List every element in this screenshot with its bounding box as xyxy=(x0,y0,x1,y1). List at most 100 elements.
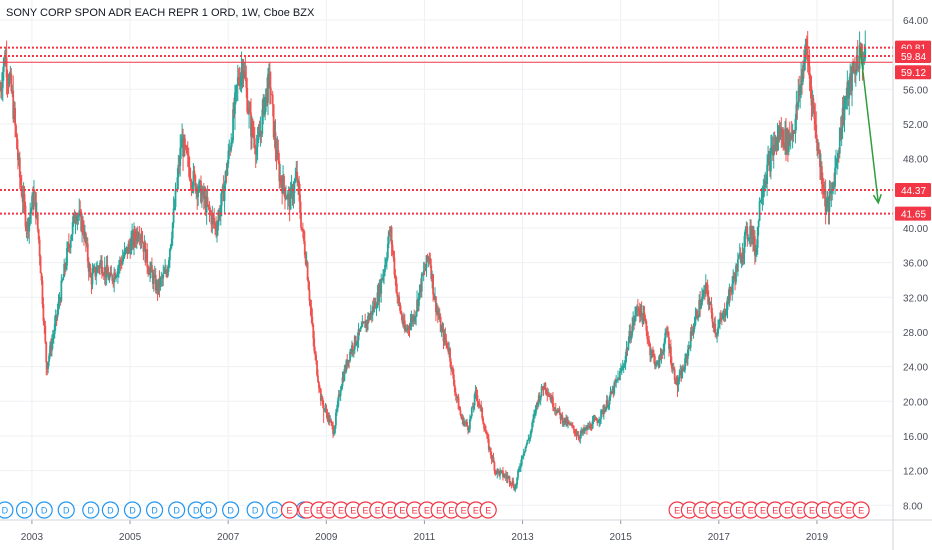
candle-body xyxy=(21,196,24,203)
earnings-marker[interactable]: E xyxy=(778,501,797,519)
candle-body xyxy=(221,185,224,192)
candle-body xyxy=(86,243,89,262)
candle-body xyxy=(813,106,816,119)
earnings-marker[interactable]: E xyxy=(381,501,399,519)
candle-body xyxy=(398,296,401,304)
candle-body xyxy=(232,109,234,141)
candle-body xyxy=(662,351,665,354)
candle-body xyxy=(171,222,174,239)
dividend-marker[interactable]: D xyxy=(0,501,14,519)
candle-body xyxy=(244,71,247,80)
candle-body xyxy=(732,276,735,285)
price-axis[interactable]: 8.00 12.00 16.00 20.00 24.00 28.00 32.00 36.00 4… xyxy=(892,0,928,550)
candle-body xyxy=(483,423,485,429)
candle-body xyxy=(0,89,2,91)
candle-body xyxy=(599,418,602,422)
candle-body xyxy=(488,447,491,450)
candle-body xyxy=(374,301,377,309)
candle-body xyxy=(208,205,211,212)
candle-body xyxy=(682,368,685,371)
earnings-marker[interactable]: E xyxy=(717,501,735,519)
candle-body xyxy=(254,148,257,155)
candle-body xyxy=(736,265,738,272)
earnings-marker[interactable]: E xyxy=(852,501,870,519)
candle-body xyxy=(552,407,555,410)
candle-body xyxy=(825,206,828,212)
earnings-marker[interactable]: E xyxy=(418,501,436,519)
candle-body xyxy=(285,197,288,200)
candle-body xyxy=(5,57,8,78)
earnings-marker[interactable]: E xyxy=(705,501,723,519)
dividend-marker[interactable]: D xyxy=(82,501,100,519)
dividend-marker[interactable]: D xyxy=(246,501,264,519)
earnings-marker-label: E xyxy=(387,506,393,516)
time-tick-label: 2003 xyxy=(21,532,44,543)
candle-body xyxy=(328,415,331,423)
candle-body xyxy=(636,308,639,310)
candle-body xyxy=(249,108,251,113)
candle-body xyxy=(386,243,389,258)
candle-body xyxy=(668,337,670,349)
candle-body xyxy=(2,58,5,72)
candle-body xyxy=(406,326,409,330)
candle-body xyxy=(48,355,50,362)
candle-body xyxy=(573,429,576,434)
dividend-marker[interactable]: D xyxy=(123,501,142,519)
candle-body xyxy=(411,317,414,322)
candle-body xyxy=(675,377,678,384)
candle-body xyxy=(815,124,818,139)
candle-body xyxy=(777,131,780,139)
price-tick-label: 56.00 xyxy=(903,85,928,96)
dividend-marker[interactable]: D xyxy=(199,501,218,519)
candle-body xyxy=(500,470,502,472)
candle-body xyxy=(846,81,849,97)
candle-body xyxy=(389,227,392,232)
candle-body xyxy=(619,371,621,380)
earnings-marker-label: E xyxy=(834,506,840,516)
candle-body xyxy=(502,470,504,477)
dividend-marker[interactable]: D xyxy=(266,501,284,519)
event-markers[interactable]: DDDDDDDDDDDDDDDDEEEEEEEEEEEEEEEEEEEEEEEE… xyxy=(0,501,870,519)
candle-body xyxy=(677,381,680,386)
level-price-label: 44.37 xyxy=(901,186,926,197)
dividend-marker[interactable]: D xyxy=(168,501,186,519)
dividend-marker[interactable]: D xyxy=(145,501,164,519)
candle-body xyxy=(782,129,785,145)
dividend-marker[interactable]: D xyxy=(35,501,53,519)
candle-body xyxy=(409,322,412,329)
candle-body xyxy=(555,411,558,414)
earnings-marker[interactable]: E xyxy=(791,501,809,519)
candle-body xyxy=(534,413,536,415)
candle-body xyxy=(855,55,858,73)
candle-body xyxy=(151,272,154,284)
candle-body xyxy=(541,386,544,390)
time-axis[interactable]: 2003 2005 2007 2009 2011 2013 2015 2017 2019 xyxy=(0,519,932,543)
dividend-marker-circle xyxy=(82,501,100,519)
dividend-marker[interactable]: D xyxy=(15,501,34,519)
candle-body xyxy=(322,404,325,410)
candle-body xyxy=(196,186,199,198)
candle-body xyxy=(848,81,851,99)
candle-body xyxy=(129,246,132,254)
candle-body xyxy=(770,145,773,148)
earnings-marker[interactable]: E xyxy=(280,501,299,519)
candle-body xyxy=(84,233,87,244)
earnings-marker[interactable]: E xyxy=(455,501,473,519)
candle-body xyxy=(349,351,351,361)
candle-body xyxy=(18,157,21,178)
earnings-marker[interactable]: E xyxy=(393,501,411,519)
earnings-marker[interactable]: E xyxy=(332,501,350,519)
candle-body xyxy=(61,280,64,281)
dividend-marker[interactable]: D xyxy=(101,501,119,519)
earnings-marker[interactable]: E xyxy=(754,501,772,519)
dividend-marker[interactable]: D xyxy=(222,501,240,519)
candle-body xyxy=(809,78,812,87)
candle-body xyxy=(97,266,100,268)
trend-arrow[interactable] xyxy=(859,47,882,205)
dividend-marker[interactable]: D xyxy=(57,501,75,519)
candle-body xyxy=(76,216,79,222)
earnings-marker[interactable]: E xyxy=(479,501,497,519)
candle-body xyxy=(586,425,589,430)
